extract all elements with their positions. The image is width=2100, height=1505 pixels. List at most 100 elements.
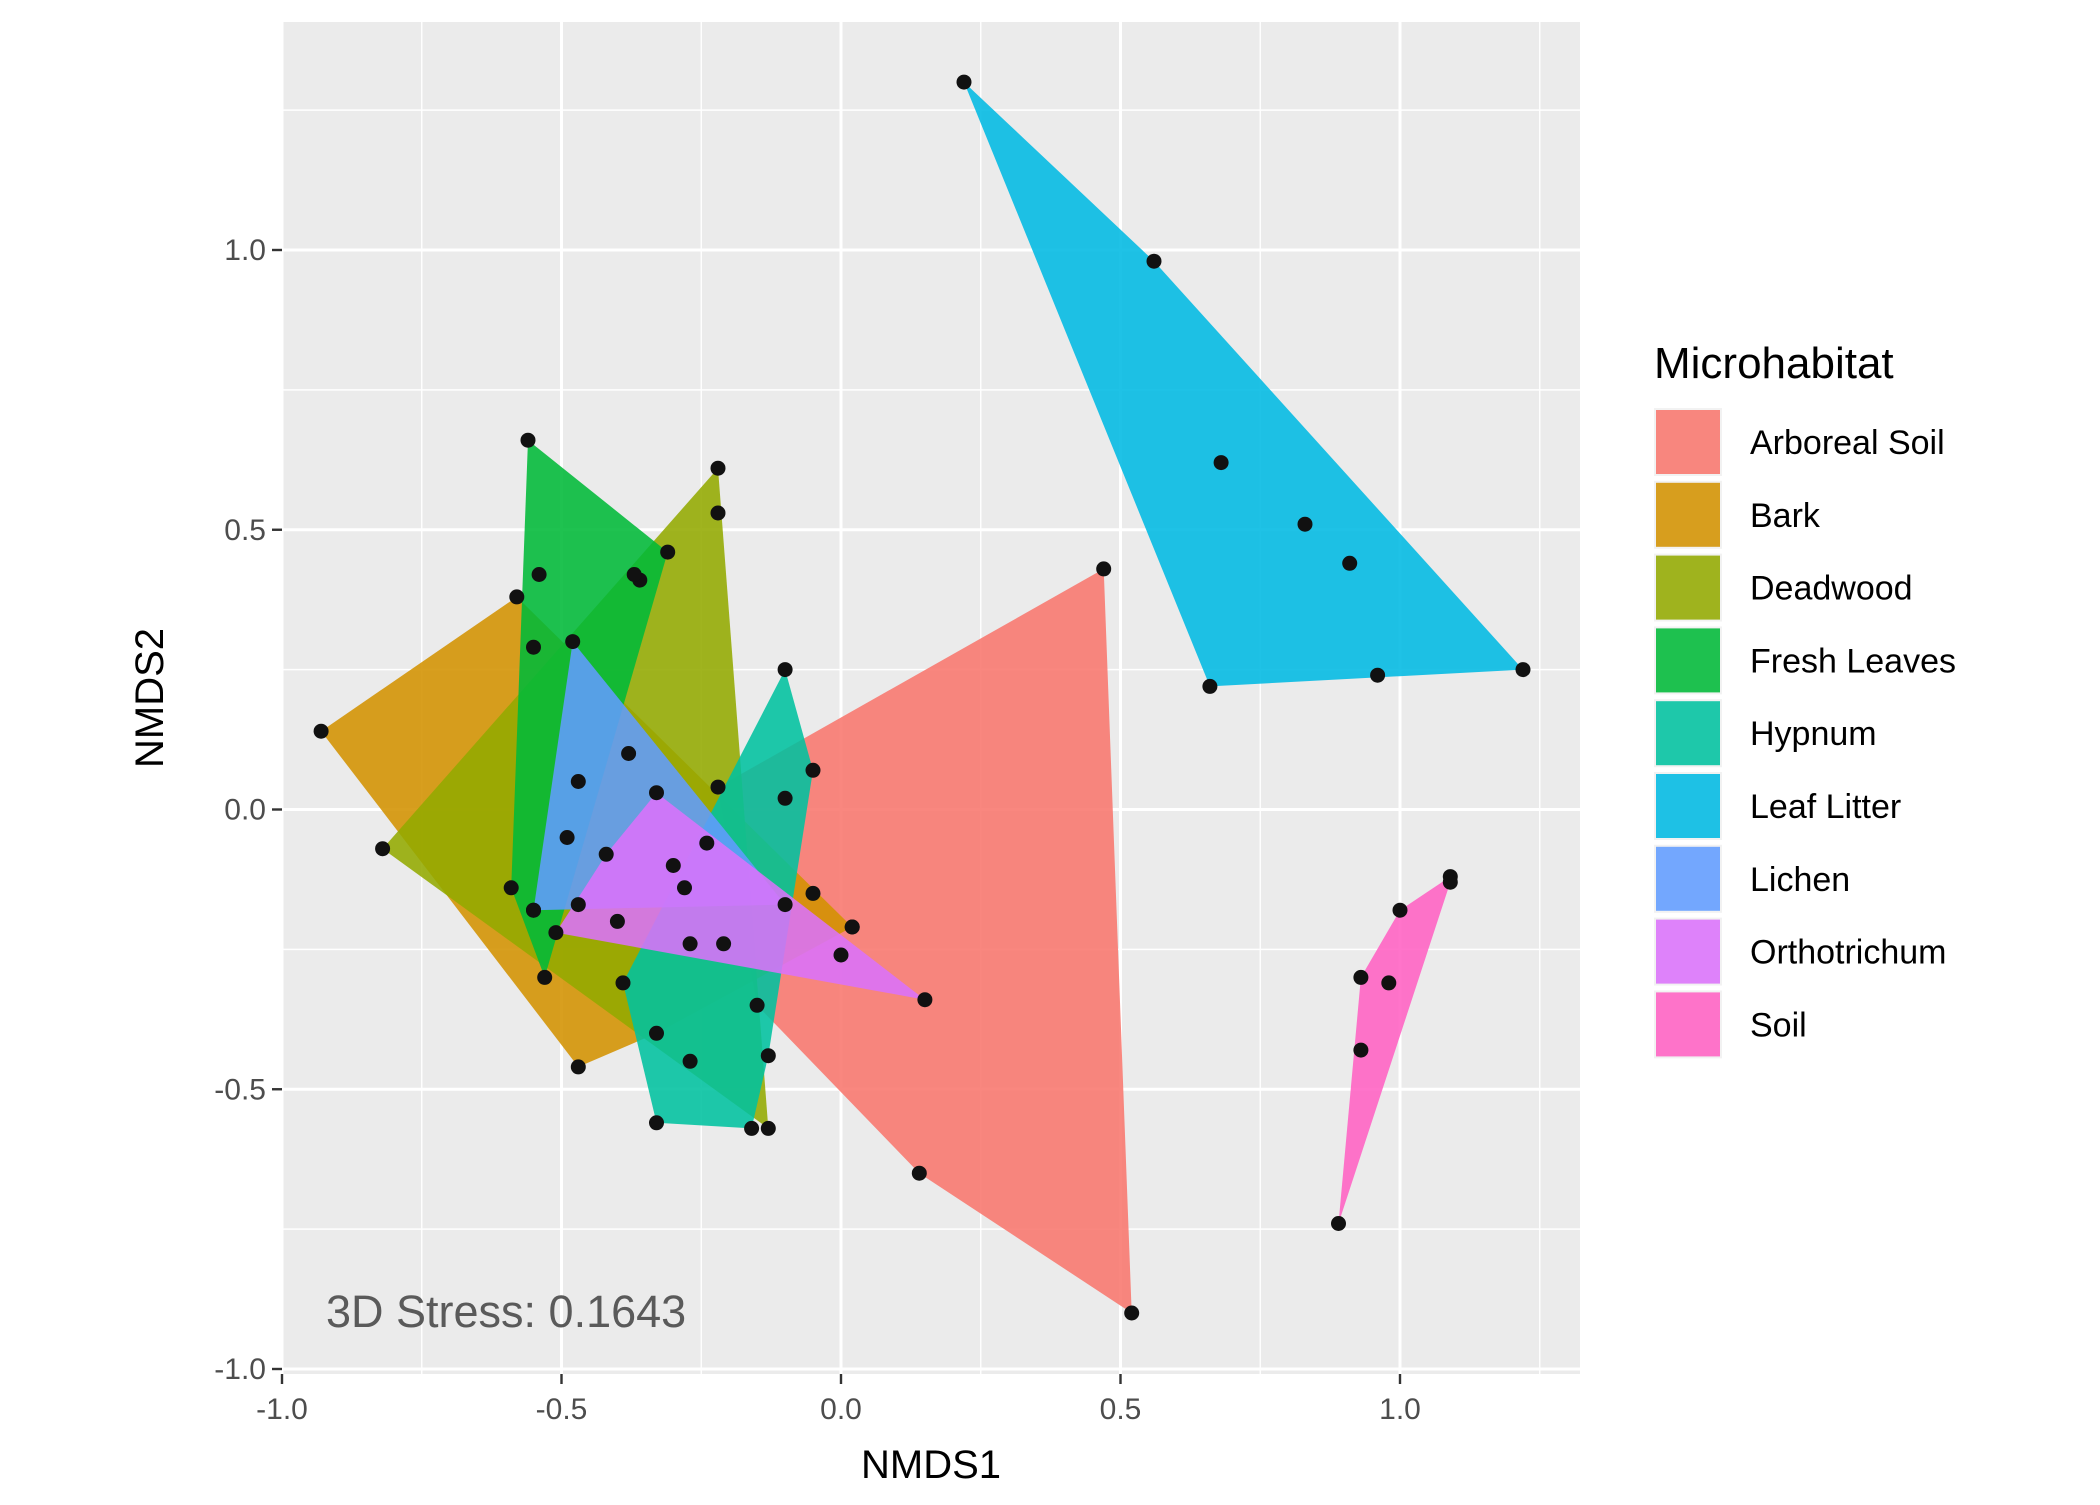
legend-swatch	[1656, 628, 1720, 693]
hull-orthotrichum	[555, 792, 925, 1000]
point-hypnum	[805, 762, 821, 778]
point-orthotrichum	[716, 936, 732, 952]
point-soil	[1331, 1216, 1346, 1231]
point-orthotrichum	[570, 897, 586, 913]
legend-label: Lichen	[1750, 861, 1850, 899]
legend-title: Microhabitat	[1654, 339, 1894, 388]
point-bark	[570, 1059, 586, 1075]
point-deadwood	[760, 1120, 776, 1136]
hull-arboreal-soil	[718, 568, 1132, 1313]
point-arboreal-soil	[749, 997, 765, 1013]
y-tick-label: 1.0	[224, 234, 266, 267]
point-leaf-litter	[1297, 516, 1313, 532]
point-hypnum	[649, 1115, 664, 1131]
point-soil	[1392, 902, 1408, 918]
point-lichen	[559, 830, 575, 845]
hull-lichen	[533, 641, 786, 911]
x-axis-title: NMDS1	[861, 1443, 1001, 1487]
y-tick-label: 0.0	[224, 794, 266, 827]
point-deadwood	[710, 460, 726, 476]
point-soil	[1381, 975, 1397, 991]
point-arboreal-soil	[1096, 561, 1112, 577]
point-orthotrichum	[598, 846, 614, 862]
point-bark	[649, 1025, 664, 1041]
point-lichen	[777, 897, 793, 913]
point-orthotrichum	[682, 936, 698, 952]
point-soil	[1442, 874, 1458, 890]
legend-swatch	[1656, 555, 1720, 620]
legend-label: Soil	[1750, 1006, 1807, 1044]
point-fresh-leaves	[503, 880, 519, 896]
point-leaf-litter	[1213, 455, 1229, 471]
hull-soil	[1338, 876, 1451, 1224]
point-hypnum	[760, 1048, 776, 1064]
legend-label: Fresh Leaves	[1750, 642, 1956, 680]
point-arboreal-soil	[710, 779, 726, 795]
point-fresh-leaves	[526, 639, 541, 655]
point-lichen	[526, 902, 541, 918]
point-deadwood	[609, 913, 625, 929]
point-orthotrichum	[833, 947, 849, 963]
point-soil	[1353, 969, 1369, 985]
point-fresh-leaves	[660, 544, 676, 560]
legend-label: Hypnum	[1750, 715, 1877, 753]
point-bark	[509, 589, 525, 605]
legend-swatch	[1656, 482, 1720, 547]
point-lichen	[570, 774, 586, 789]
hull-leaf-litter	[964, 82, 1523, 687]
x-tick-label: -0.5	[536, 1393, 588, 1426]
legend-swatch	[1656, 846, 1720, 911]
point-lichen	[621, 746, 637, 761]
data-points	[313, 74, 1531, 1321]
point-orthotrichum	[677, 880, 692, 896]
hull-polygons	[321, 82, 1523, 1313]
legend-label: Leaf Litter	[1750, 788, 1901, 826]
point-hypnum	[744, 1120, 760, 1136]
point-leaf-litter	[1146, 253, 1162, 269]
point-arboreal-soil	[805, 885, 821, 901]
legend: Arboreal Soil Bark Deadwood Fresh Leaves Hyp…	[1654, 408, 1956, 1059]
legend-label: Deadwood	[1750, 570, 1913, 608]
x-tick-label: 0.0	[820, 1393, 862, 1426]
legend-swatch	[1656, 774, 1720, 838]
point-hypnum	[615, 975, 631, 991]
legend-label: Orthotrichum	[1750, 934, 1947, 972]
point-orthotrichum	[917, 992, 933, 1008]
legend-swatch	[1656, 919, 1720, 984]
point-fresh-leaves	[626, 567, 642, 582]
point-hypnum	[777, 662, 793, 678]
point-leaf-litter	[1515, 662, 1531, 678]
point-bark	[665, 858, 681, 873]
y-tick-label: -0.5	[214, 1073, 266, 1106]
legend-swatch	[1656, 410, 1720, 474]
point-arboreal-soil	[911, 1165, 927, 1181]
point-orthotrichum	[699, 835, 715, 851]
point-deadwood	[375, 841, 391, 857]
point-deadwood	[710, 505, 726, 521]
x-tick-label: -1.0	[256, 1393, 308, 1426]
point-hypnum	[682, 1053, 698, 1069]
point-fresh-leaves	[537, 969, 553, 985]
legend-swatch	[1656, 701, 1720, 766]
point-leaf-litter	[1342, 555, 1358, 571]
y-tick-label: 0.5	[224, 514, 266, 547]
x-tick-label: 0.5	[1100, 1393, 1142, 1426]
point-orthotrichum	[649, 785, 664, 801]
point-leaf-litter	[956, 74, 972, 90]
point-leaf-litter	[1202, 678, 1218, 694]
x-tick-label: 1.0	[1379, 1393, 1421, 1426]
point-fresh-leaves	[531, 567, 547, 582]
point-fresh-leaves	[520, 432, 536, 448]
point-soil	[1353, 1042, 1369, 1058]
stress-annotation: 3D Stress: 0.1643	[326, 1286, 686, 1337]
y-axis-title: NMDS2	[128, 628, 172, 768]
axes: -1.0 -0.5 0.0 0.5 1.0 -1.0 -0.5 0.0 0.5 1.0	[214, 234, 1421, 1426]
point-lichen	[565, 634, 581, 650]
point-leaf-litter	[1370, 667, 1386, 683]
legend-label: Arboreal Soil	[1750, 424, 1945, 462]
legend-swatch	[1656, 992, 1720, 1057]
point-arboreal-soil	[1124, 1305, 1140, 1321]
point-bark	[844, 919, 860, 935]
